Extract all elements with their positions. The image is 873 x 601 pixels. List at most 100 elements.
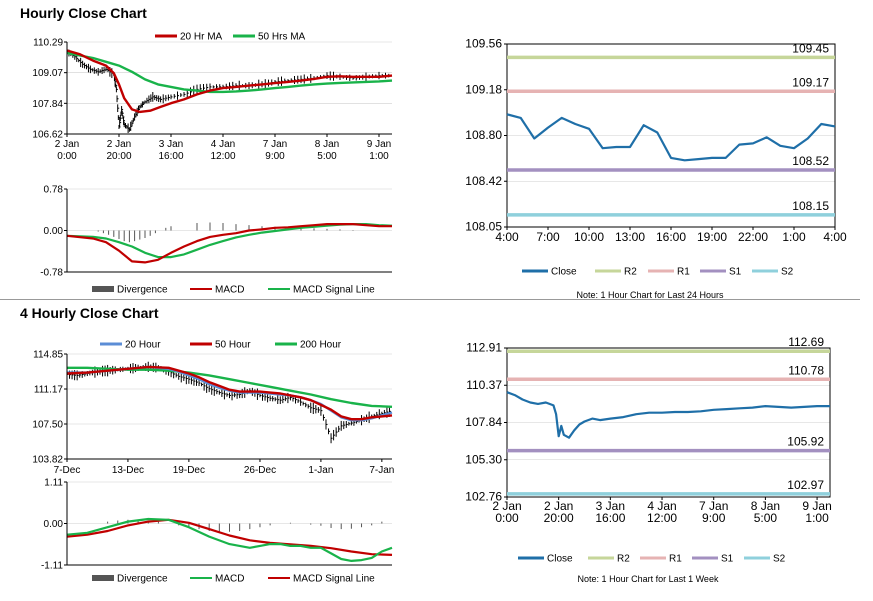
hourly-price-x-tick-label: 2 Jan (107, 139, 131, 150)
four-hourly-levels-x-tick-label: 3 Jan (596, 499, 625, 513)
four-hourly-macd-signal-legend-label: MACD Signal Line (293, 574, 375, 585)
hourly-levels-r2-legend-label: R2 (624, 267, 637, 278)
hourly-price-x-tick-label: 12:00 (210, 151, 235, 162)
four-hourly-macd-divergence-legend-swatch (92, 575, 114, 581)
hourly-macd-line (66, 223, 392, 264)
four-hourly-levels-level-label-r2: 112.69 (788, 335, 824, 349)
hourly-macd-divergence-legend-label: Divergence (117, 285, 168, 296)
hourly-macd-y-tick-label: -0.78 (40, 268, 63, 279)
hourly-levels-y-tick-label: 108.05 (465, 220, 502, 234)
hourly-levels-x-tick-label: 13:00 (615, 230, 645, 244)
four-hourly-price-x-tick-label: 19-Dec (173, 465, 205, 476)
four-hourly-price-50hr-legend-label: 50 Hour (215, 340, 251, 351)
hourly-macd-signal-line (66, 223, 393, 259)
hourly-price-x-tick-label: 1:00 (369, 151, 389, 162)
four-hourly-levels-x-tick-label: 7 Jan (699, 499, 728, 513)
four-hourly-levels-x-tick-label: 0:00 (495, 511, 519, 525)
hourly-price-y-tick-label: 109.07 (32, 68, 63, 79)
hourly-levels-x-tick-label: 22:00 (738, 230, 768, 244)
four-hourly-price-x-tick-label: 1-Jan (308, 465, 333, 476)
hourly-levels-level-label-r2: 109.45 (792, 41, 829, 55)
hourly-levels-level-label-s2: 108.15 (792, 199, 829, 213)
four-hourly-macd-divergence-legend-label: Divergence (117, 574, 168, 585)
hourly-levels-x-tick-label: 10:00 (574, 230, 604, 244)
hourly-levels-x-tick-label: 7:00 (536, 230, 560, 244)
four-hourly-levels-y-tick-label: 102.76 (465, 490, 502, 504)
four-hourly-macd-signal-line (66, 518, 393, 556)
hourly-price-x-tick-label: 16:00 (158, 151, 183, 162)
hourly-price-x-tick-label: 3 Jan (159, 139, 183, 150)
hourly-levels-s2-legend-label: S2 (781, 267, 794, 278)
four-hourly-section-title: 4 Hourly Close Chart (20, 305, 159, 321)
four-hourly-levels-x-tick-label: 2 Jan (492, 499, 521, 513)
hourly-levels-x-tick-label: 16:00 (656, 230, 686, 244)
four-hourly-price-50hr-line (66, 365, 393, 421)
four-hourly-price-x-tick-label: 7-Dec (54, 465, 81, 476)
four-hourly-macd-macd-legend-label: MACD (215, 574, 244, 585)
hourly-levels-y-tick-label: 109.18 (465, 82, 502, 96)
hourly-macd-macd-legend-label: MACD (215, 285, 244, 296)
hourly-macd-divergence-legend-swatch (92, 286, 114, 292)
four-hourly-levels-y-tick-label: 107.84 (465, 415, 502, 429)
hourly-price-x-tick-label: 0:00 (57, 151, 77, 162)
four-hourly-price-x-tick-label: 13-Dec (112, 465, 144, 476)
four-hourly-levels-x-tick-label: 12:00 (647, 511, 677, 525)
four-hourly-levels-s1-legend-label: S1 (721, 554, 734, 565)
hourly-levels-x-tick-label: 1:00 (782, 230, 806, 244)
four-hourly-levels-y-tick-label: 112.91 (466, 341, 502, 355)
section-divider (0, 299, 860, 300)
hourly-price-x-tick-label: 9 Jan (367, 139, 391, 150)
hourly-levels-level-label-r1: 109.17 (792, 75, 829, 89)
four-hourly-price-y-tick-label: 103.82 (32, 455, 63, 466)
four-hourly-price-20hr-legend-label: 20 Hour (125, 340, 161, 351)
hourly-price-20hr-ma-line (66, 49, 393, 114)
hourly-levels-y-tick-label: 109.56 (465, 37, 502, 51)
hourly-price-x-tick-label: 2 Jan (55, 139, 79, 150)
four-hourly-price-200hr-line (67, 366, 393, 408)
hourly-macd-y-tick-label: 0.00 (44, 226, 64, 237)
four-hourly-macd-y-tick-label: 0.00 (44, 519, 64, 530)
four-hourly-levels-x-tick-label: 16:00 (595, 511, 625, 525)
four-hourly-levels-x-tick-label: 9 Jan (802, 499, 831, 513)
hourly-levels-r1-legend-label: R1 (677, 267, 690, 278)
hourly-levels-s1-legend-label: S1 (729, 267, 742, 278)
hourly-levels-close-line (506, 113, 836, 162)
four-hourly-macd-line (66, 517, 393, 563)
hourly-macd-signal-legend-label: MACD Signal Line (293, 285, 375, 296)
hourly-levels-note: Note: 1 Hour Chart for Last 24 Hours (576, 290, 724, 300)
hourly-price-y-tick-label: 110.29 (33, 38, 63, 49)
four-hourly-price-y-tick-label: 107.50 (32, 420, 63, 431)
hourly-levels-close-legend-label: Close (551, 267, 577, 278)
four-hourly-levels-x-tick-label: 5:00 (754, 511, 778, 525)
hourly-levels-x-tick-label: 19:00 (697, 230, 727, 244)
hourly-price-20hr-legend-label: 20 Hr MA (180, 32, 223, 43)
four-hourly-levels-r2-legend-label: R2 (617, 554, 630, 565)
hourly-levels-y-tick-label: 108.42 (465, 174, 502, 188)
four-hourly-price-x-tick-label: 26-Dec (244, 465, 276, 476)
hourly-price-x-tick-label: 7 Jan (263, 139, 287, 150)
four-hourly-levels-close-line (506, 391, 830, 439)
four-hourly-levels-x-tick-label: 1:00 (805, 511, 829, 525)
hourly-price-y-tick-label: 106.62 (32, 130, 63, 141)
four-hourly-levels-level-label-s2: 102.97 (787, 478, 824, 492)
four-hourly-levels-x-tick-label: 20:00 (544, 511, 574, 525)
hourly-levels-y-tick-label: 108.80 (465, 128, 502, 142)
four-hourly-macd-y-tick-label: -1.11 (41, 561, 63, 572)
four-hourly-levels-y-tick-label: 110.37 (466, 378, 502, 392)
four-hourly-levels-level-label-r1: 110.78 (788, 363, 824, 377)
hourly-price-50hr-legend-label: 50 Hrs MA (258, 32, 306, 43)
four-hourly-price-x-tick-label: 7-Jan (369, 465, 394, 476)
four-hourly-macd-y-tick-label: 1.11 (44, 478, 63, 489)
four-hourly-levels-x-tick-label: 4 Jan (647, 499, 676, 513)
hourly-section-title: Hourly Close Chart (20, 5, 147, 21)
hourly-price-y-tick-label: 107.84 (32, 99, 63, 110)
four-hourly-levels-y-tick-label: 105.30 (465, 452, 502, 466)
four-hourly-levels-x-tick-label: 8 Jan (751, 499, 780, 513)
four-hourly-levels-x-tick-label: 9:00 (702, 511, 726, 525)
hourly-price-50hr-ma-line (66, 51, 393, 94)
four-hourly-price-200hr-legend-label: 200 Hour (300, 340, 342, 351)
hourly-price-x-tick-label: 9:00 (265, 151, 285, 162)
four-hourly-levels-x-tick-label: 2 Jan (544, 499, 573, 513)
hourly-price-x-tick-label: 4 Jan (211, 139, 235, 150)
